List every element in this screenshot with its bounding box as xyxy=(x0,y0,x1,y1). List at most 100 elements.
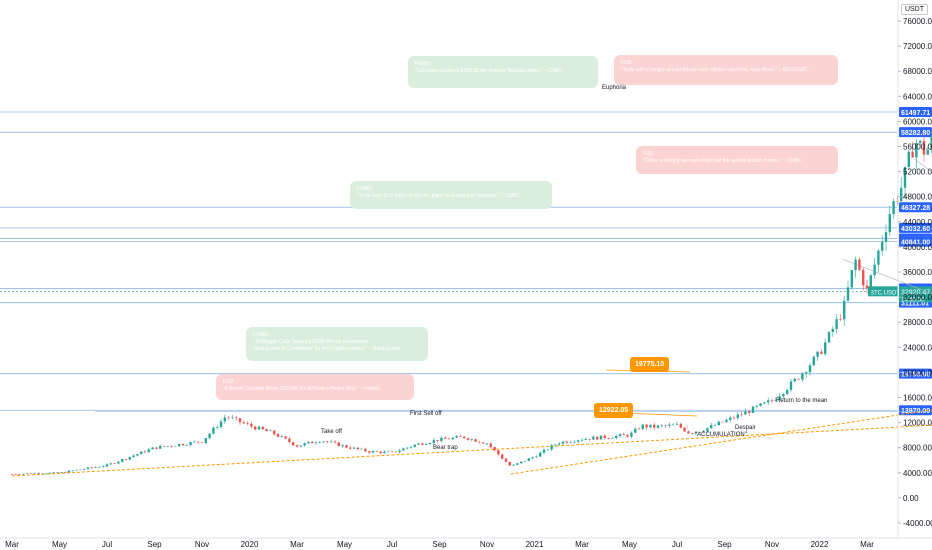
candle-body xyxy=(402,448,405,451)
candle-body xyxy=(808,365,812,373)
candle-body xyxy=(843,300,846,320)
candle-body xyxy=(474,439,477,442)
candle-body xyxy=(451,437,454,440)
y-tick-label: 60000.00 xyxy=(903,117,932,126)
candle-body xyxy=(254,426,257,430)
y-tick-label: 72000.00 xyxy=(903,42,932,51)
candle-body xyxy=(94,467,97,468)
candle-body xyxy=(694,432,698,434)
candle-body xyxy=(174,446,177,447)
annotation-line: FOMO: xyxy=(415,61,432,67)
symbol-label-bg xyxy=(868,286,898,297)
annotation-line: 'Strong Vote of Confidence' for the Cryp… xyxy=(253,346,401,352)
candle-body xyxy=(508,461,511,466)
annotation-line: "If Bitcoin Crashes Below $10,000 It's A… xyxy=(223,386,380,392)
candle-body xyxy=(660,425,663,427)
candle-body xyxy=(569,442,572,443)
candle-body xyxy=(485,443,489,445)
annotation-line: FUD: xyxy=(621,60,633,66)
price-label: 46327.28 xyxy=(901,205,930,212)
candle-body xyxy=(235,417,238,419)
candle-body xyxy=(368,451,371,453)
candle-body xyxy=(193,441,196,443)
annotation-fud-forbes: FUD: "If Bitcoin Crashes Below $10,000 I… xyxy=(216,374,414,400)
candle-body xyxy=(41,473,44,475)
candle-body xyxy=(736,414,739,419)
x-tick-label: Jul xyxy=(672,540,682,549)
candle-body xyxy=(10,474,14,475)
candle-body xyxy=(246,423,249,424)
candle-body xyxy=(683,427,686,432)
price-label: 61497.71 xyxy=(901,110,930,117)
candle-body xyxy=(903,167,907,188)
badge-lower-target: 12922.05 xyxy=(594,403,634,418)
price-label: 31111.01 xyxy=(901,301,929,308)
candle-body xyxy=(865,285,869,289)
candle-body xyxy=(371,451,375,453)
annotation-line: FOMO: xyxy=(253,332,270,338)
candle-body xyxy=(603,435,606,439)
x-tick-label: Sep xyxy=(147,540,162,549)
price-label: 19798.68 xyxy=(901,372,930,379)
candle-body xyxy=(767,400,770,403)
annotation-fomo-coinbase: FOMO: "Coinbase closes at $328.28 per sh… xyxy=(408,56,598,88)
candle-body xyxy=(231,417,234,419)
candle-body xyxy=(748,411,751,413)
candle-body xyxy=(295,445,299,447)
candle-body xyxy=(121,459,124,462)
candle-body xyxy=(375,451,378,452)
candle-body xyxy=(166,445,169,447)
candle-body xyxy=(896,201,899,202)
annotation-fomo-tesla: FOMO: "Tesla buys $1.5 billion in bitcoi… xyxy=(350,181,552,209)
badge-upper-target: 19775.10 xyxy=(630,357,670,372)
candle-body xyxy=(592,436,595,440)
candle-body xyxy=(147,449,150,453)
candle-body xyxy=(314,442,318,444)
x-tick-label: Sep xyxy=(432,540,447,549)
annotation-line: FOMO: xyxy=(357,186,374,192)
candle-body xyxy=(919,140,922,143)
annotation-line: "JPMorgan Calls Square's $50M Bitcoin In… xyxy=(253,339,368,345)
annotation-line: "Tesla will no longer accept Bitcoin ove… xyxy=(621,67,809,73)
candle-body xyxy=(482,442,485,444)
candle-body xyxy=(892,201,895,215)
y-tick-label: 68000.00 xyxy=(903,67,932,76)
candle-body xyxy=(839,319,842,320)
candle-body xyxy=(105,464,109,467)
candle-body xyxy=(759,403,762,406)
candle-body xyxy=(622,434,625,435)
candle-body xyxy=(493,447,496,451)
candle-body xyxy=(744,411,747,415)
candle-body xyxy=(303,443,306,446)
candle-body xyxy=(143,451,147,453)
candle-body xyxy=(862,269,865,286)
candle-body xyxy=(124,459,128,460)
candle-body xyxy=(379,451,382,454)
candle-body xyxy=(763,402,766,404)
annotation-line: "China is kicking out more than half the… xyxy=(643,158,802,164)
candle-body xyxy=(170,445,173,447)
descending-trendline xyxy=(843,259,932,295)
price-label-bg xyxy=(899,368,932,379)
symbol-label: BTC.USDT xyxy=(870,290,900,296)
candle-body xyxy=(478,441,481,443)
candle-body xyxy=(333,441,337,443)
price-label: 13970.00 xyxy=(901,408,930,415)
candle-body xyxy=(178,444,181,447)
y-tick-label: 12000.00 xyxy=(903,419,932,428)
candle-body xyxy=(637,428,641,430)
y-tick-label: 76000.00 xyxy=(903,17,932,26)
candle-body xyxy=(227,417,230,419)
candle-body xyxy=(713,425,717,426)
candle-body xyxy=(273,430,276,435)
y-tick-label: 8000.00 xyxy=(903,444,932,453)
candle-body xyxy=(702,431,705,433)
x-tick-label: 2022 xyxy=(811,540,829,549)
candle-body xyxy=(48,472,52,474)
candle-body xyxy=(698,432,701,433)
candle-body xyxy=(520,461,523,464)
candle-body xyxy=(656,425,660,428)
x-tick-label: May xyxy=(337,540,352,549)
candle-body xyxy=(907,151,910,168)
